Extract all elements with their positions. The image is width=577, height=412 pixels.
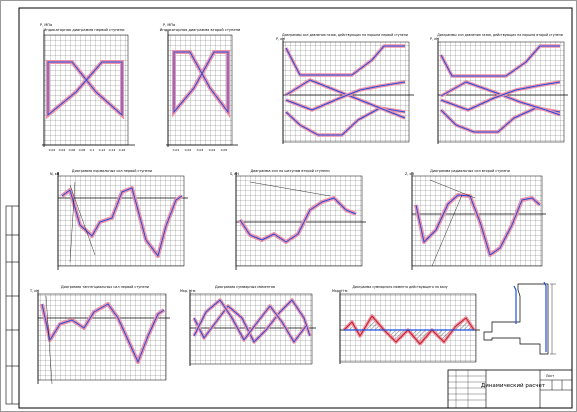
chart-gas-forces-stage1: Диаграммы сил давления газов, действующи… bbox=[276, 33, 414, 144]
y-axis-label: N, кН bbox=[50, 172, 60, 176]
chart-title: Диаграмма суммарного момента действующег… bbox=[352, 285, 447, 289]
chart-normal-forces-stage1: Диаграмма нормальных сил первой ступени … bbox=[50, 169, 188, 270]
chart-tangential-forces-stage1: Диаграмма тангенциальных сил первой ступ… bbox=[29, 285, 170, 385]
curve bbox=[46, 60, 124, 120]
svg-text:0,14: 0,14 bbox=[109, 148, 116, 152]
svg-text:0,08: 0,08 bbox=[79, 148, 86, 152]
chart-title: Диаграмма радиальных сил второй ступени bbox=[430, 169, 510, 173]
chart-title: Диаграмма сил по шатунам второй ступени bbox=[250, 169, 329, 173]
svg-text:0,02: 0,02 bbox=[185, 148, 192, 152]
drawing-name: Динамический расчет bbox=[481, 382, 546, 389]
y-axis-label: P, МПа bbox=[163, 23, 175, 27]
y-axis-label: T, кН bbox=[29, 289, 39, 293]
chart-radial-forces-stage2: Диаграмма радиальных сил второй ступени … bbox=[405, 169, 546, 270]
y-axis-label: Z, кН bbox=[405, 172, 415, 176]
title-block: Динамический расчет Лист bbox=[447, 369, 573, 409]
svg-text:0,1: 0,1 bbox=[90, 148, 95, 152]
svg-text:0,06: 0,06 bbox=[69, 148, 76, 152]
svg-text:0,05: 0,05 bbox=[221, 148, 228, 152]
y-axis-label: P, кН bbox=[430, 37, 439, 41]
svg-text:0,12: 0,12 bbox=[99, 148, 106, 152]
svg-text:0,01: 0,01 bbox=[173, 148, 180, 152]
chart-total-moments: Диаграмма суммарных моментов Mкр, Н·м bbox=[180, 285, 316, 366]
chart-rod-forces-stage2: Диаграмма сил по шатунам второй ступени … bbox=[230, 169, 366, 270]
y-axis-label: P, кН bbox=[276, 37, 285, 41]
svg-text:0,02: 0,02 bbox=[49, 148, 56, 152]
shaft-sketch bbox=[483, 281, 556, 355]
chart-title: Диаграмма тангенциальных сил первой ступ… bbox=[61, 285, 149, 289]
chart-indicator-stage2: Индикаторная диаграмма второй ступени P,… bbox=[160, 23, 241, 152]
chart-shaft-moment: Диаграмма суммарного момента действующег… bbox=[332, 285, 480, 364]
sheet-label: Лист bbox=[546, 374, 554, 378]
chart-title: Диаграмма нормальных сил первой ступени bbox=[72, 169, 152, 173]
y-axis-label: S, кН bbox=[230, 172, 239, 176]
chart-title: Индикаторная диаграмма первой ступени bbox=[44, 28, 126, 32]
chart-gas-forces-stage2: Диаграммы сил давления газов, действующи… bbox=[430, 33, 568, 144]
chart-title: Диаграмма суммарных моментов bbox=[215, 285, 275, 289]
svg-text:0,03: 0,03 bbox=[197, 148, 204, 152]
left-margin-stamps bbox=[5, 205, 20, 405]
svg-text:0,16: 0,16 bbox=[119, 148, 126, 152]
y-axis-label: P, МПа bbox=[40, 23, 52, 27]
chart-title: Индикаторная диаграмма второй ступени bbox=[160, 28, 241, 32]
chart-indicator-stage1: Индикаторная диаграмма первой ступени P,… bbox=[40, 23, 135, 152]
chart-title: Диаграммы сил давления газов, действующи… bbox=[437, 33, 563, 37]
svg-text:0,04: 0,04 bbox=[59, 148, 66, 152]
y-axis-label: Mкр, Н·м bbox=[180, 289, 196, 293]
svg-text:0,04: 0,04 bbox=[209, 148, 216, 152]
chart-title: Диаграммы сил давления газов, действующи… bbox=[282, 33, 408, 37]
